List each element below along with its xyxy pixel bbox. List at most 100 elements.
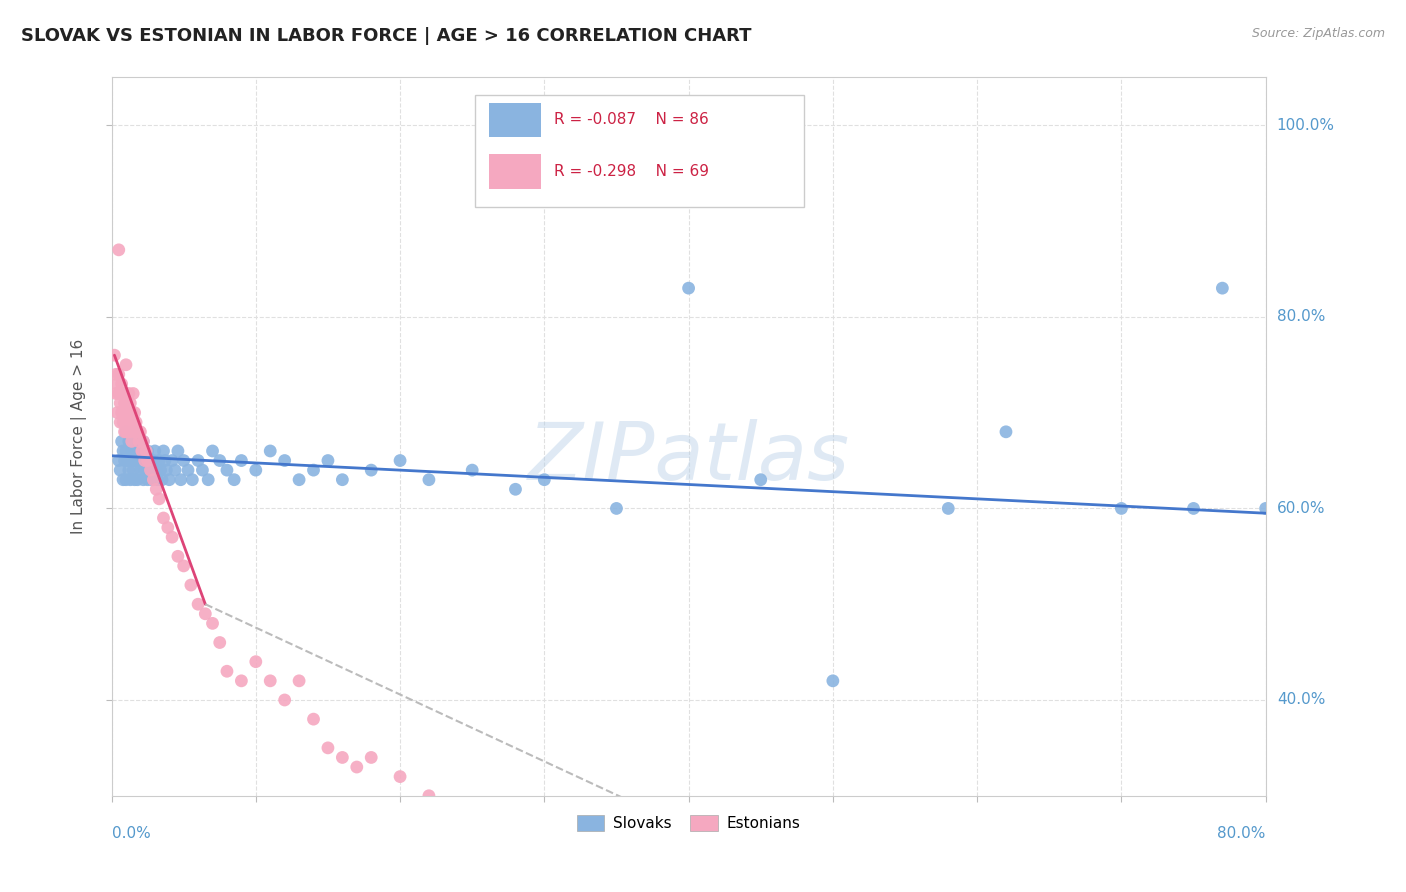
Point bbox=[418, 789, 440, 803]
Point bbox=[273, 693, 295, 707]
Point bbox=[129, 463, 152, 477]
Point bbox=[118, 415, 141, 429]
Point bbox=[418, 473, 440, 487]
Legend: Slovaks, Estonians: Slovaks, Estonians bbox=[571, 809, 807, 837]
Point bbox=[138, 453, 160, 467]
Point bbox=[1182, 501, 1205, 516]
Point bbox=[461, 808, 484, 822]
Point bbox=[103, 348, 125, 362]
Text: 60.0%: 60.0% bbox=[1277, 501, 1326, 516]
Point bbox=[128, 434, 150, 449]
Point bbox=[132, 434, 155, 449]
Point bbox=[1284, 291, 1306, 305]
Point bbox=[136, 453, 159, 467]
Point bbox=[115, 386, 138, 401]
Point bbox=[112, 386, 135, 401]
Point bbox=[749, 473, 772, 487]
Point bbox=[129, 444, 152, 458]
Point bbox=[120, 453, 142, 467]
Point bbox=[288, 473, 311, 487]
Point bbox=[108, 415, 131, 429]
Point bbox=[105, 376, 128, 391]
Point bbox=[224, 473, 246, 487]
Point bbox=[142, 473, 165, 487]
Point bbox=[187, 597, 209, 611]
Point bbox=[115, 358, 138, 372]
Y-axis label: In Labor Force | Age > 16: In Labor Force | Age > 16 bbox=[72, 339, 87, 534]
Point bbox=[194, 607, 217, 621]
Point bbox=[107, 453, 129, 467]
Text: 80.0%: 80.0% bbox=[1218, 826, 1265, 841]
Point bbox=[139, 463, 162, 477]
Point bbox=[180, 578, 202, 592]
Point bbox=[124, 406, 146, 420]
Point bbox=[316, 453, 339, 467]
Point bbox=[360, 750, 382, 764]
Point bbox=[936, 501, 959, 516]
Point bbox=[142, 453, 165, 467]
Point bbox=[156, 520, 179, 534]
Point bbox=[197, 473, 219, 487]
Point bbox=[108, 463, 131, 477]
Point bbox=[148, 453, 170, 467]
Point bbox=[533, 473, 555, 487]
Point bbox=[131, 453, 153, 467]
Point bbox=[316, 740, 339, 755]
Point bbox=[302, 712, 325, 726]
Point bbox=[346, 760, 368, 774]
Point bbox=[124, 473, 146, 487]
Point bbox=[994, 425, 1017, 439]
Point bbox=[187, 453, 209, 467]
Point bbox=[122, 425, 145, 439]
Point bbox=[127, 473, 149, 487]
Point bbox=[461, 463, 484, 477]
Point bbox=[145, 483, 167, 497]
Point bbox=[201, 444, 224, 458]
Point bbox=[173, 558, 195, 573]
Point bbox=[191, 463, 214, 477]
Point bbox=[821, 673, 844, 688]
Point bbox=[201, 616, 224, 631]
Text: SLOVAK VS ESTONIAN IN LABOR FORCE | AGE > 16 CORRELATION CHART: SLOVAK VS ESTONIAN IN LABOR FORCE | AGE … bbox=[21, 27, 752, 45]
Point bbox=[160, 530, 183, 544]
Point bbox=[131, 444, 153, 458]
Point bbox=[134, 453, 156, 467]
Point bbox=[259, 444, 281, 458]
Point bbox=[127, 425, 149, 439]
Point bbox=[114, 396, 136, 410]
Point bbox=[135, 453, 157, 467]
Point bbox=[150, 473, 173, 487]
Point bbox=[135, 444, 157, 458]
Point bbox=[118, 434, 141, 449]
Point bbox=[167, 444, 190, 458]
Point bbox=[117, 453, 139, 467]
Point bbox=[288, 673, 311, 688]
FancyBboxPatch shape bbox=[489, 154, 541, 189]
Point bbox=[167, 549, 190, 564]
Text: Source: ZipAtlas.com: Source: ZipAtlas.com bbox=[1251, 27, 1385, 40]
Point bbox=[231, 673, 253, 688]
Point bbox=[121, 444, 143, 458]
Point bbox=[122, 415, 145, 429]
Point bbox=[121, 406, 143, 420]
Point bbox=[104, 386, 127, 401]
Point bbox=[111, 434, 134, 449]
Point bbox=[112, 444, 135, 458]
Point bbox=[143, 444, 166, 458]
Point bbox=[115, 425, 138, 439]
Point bbox=[160, 453, 183, 467]
Point bbox=[245, 463, 267, 477]
Point bbox=[117, 406, 139, 420]
Point bbox=[120, 396, 142, 410]
Point bbox=[173, 453, 195, 467]
Point bbox=[332, 473, 354, 487]
Text: R = -0.298    N = 69: R = -0.298 N = 69 bbox=[554, 164, 709, 179]
Point bbox=[389, 453, 412, 467]
Point bbox=[136, 473, 159, 487]
FancyBboxPatch shape bbox=[475, 95, 804, 207]
Text: R = -0.087    N = 86: R = -0.087 N = 86 bbox=[554, 112, 709, 128]
Point bbox=[120, 473, 142, 487]
Point bbox=[107, 368, 129, 382]
Point bbox=[125, 444, 148, 458]
Point bbox=[107, 386, 129, 401]
